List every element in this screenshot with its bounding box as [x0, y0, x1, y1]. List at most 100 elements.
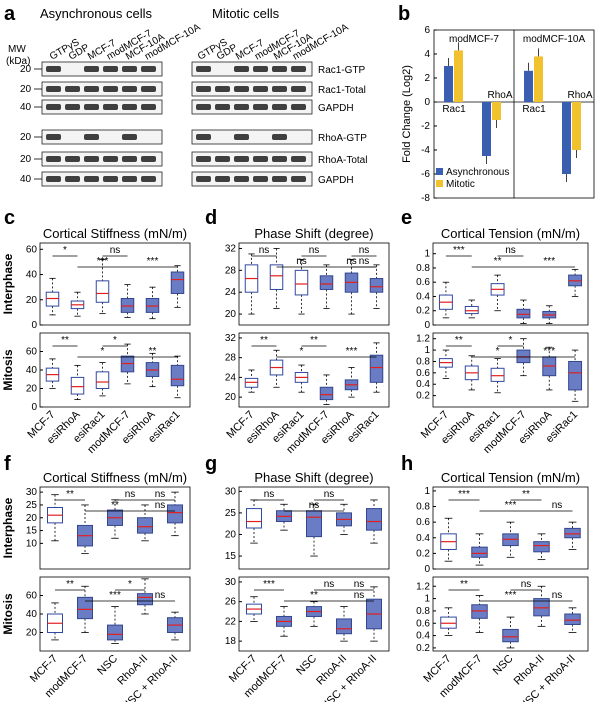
blot-band: [122, 86, 137, 92]
y-tick-label: 32: [225, 333, 237, 344]
box: [137, 593, 153, 606]
plot-frame: [238, 486, 390, 570]
box: [471, 604, 488, 619]
significance-label: *: [496, 346, 500, 357]
y-tick-label: 1: [424, 486, 430, 497]
y-tick-label: 15: [225, 551, 237, 562]
significance-label: ns: [324, 579, 335, 590]
significance-label: ns: [155, 590, 166, 601]
box: [77, 596, 93, 620]
plot-frame: [238, 332, 390, 408]
significance-label: ns: [309, 245, 320, 256]
y-tick-label: 15: [26, 526, 38, 537]
blot-header-mitotic: Mitotic cells: [212, 6, 280, 21]
box: [502, 628, 519, 643]
category-label: Rac1: [442, 104, 466, 115]
significance-label: **: [260, 335, 268, 346]
blot-band: [253, 104, 268, 110]
box: [167, 504, 183, 524]
blot-band: [215, 104, 230, 110]
significance-label: ***: [505, 500, 517, 511]
panel-letter-h: h: [401, 453, 413, 475]
y-tick-label: 22: [225, 616, 237, 627]
mw-tick: 40: [20, 102, 32, 113]
significance-label: ***: [543, 346, 555, 357]
y-tick-label: 20: [225, 529, 237, 540]
panel-b-bar-chart: -8 -6 -4 -2 0 2 4 6 Fold Change (Log2) modMCF-7 mo…: [401, 25, 595, 204]
blot-row-label: RhoA-GTP: [318, 133, 367, 144]
panel-letter-f: f: [4, 453, 11, 475]
mw-tick: 20: [20, 84, 32, 95]
y-tick-label: 30: [225, 486, 237, 497]
y-tick-label: 0.2: [416, 391, 430, 402]
significance-label: **: [149, 346, 157, 357]
blot-band: [103, 156, 118, 162]
blot-band: [196, 86, 211, 92]
significance-label: ***: [458, 489, 470, 500]
blot-band: [84, 176, 99, 182]
plot-frame: [238, 242, 390, 326]
significance-label: *: [113, 335, 117, 346]
y-tick-label: 40: [26, 609, 38, 620]
bar: [534, 56, 543, 102]
box: [306, 510, 322, 538]
y-tick-label: 26: [225, 597, 237, 608]
mw-label-unit: (kDa): [6, 56, 30, 67]
significance-label: ns: [354, 579, 365, 590]
significance-label: **: [455, 335, 463, 346]
significance-label: ns: [359, 256, 370, 267]
box: [336, 618, 352, 635]
y-tick-label: 2: [424, 73, 430, 84]
blot-band: [234, 176, 249, 182]
significance-label: ns: [155, 489, 166, 500]
blot-band: [253, 156, 268, 162]
blot-band: [196, 176, 211, 182]
plot-title: Cortical Stiffness (mN/m): [43, 226, 187, 241]
box: [246, 508, 262, 529]
blot-band: [272, 176, 287, 182]
significance-label: *: [101, 346, 105, 357]
box: [533, 541, 550, 553]
box: [294, 269, 309, 296]
category-label: NSC: [294, 653, 319, 678]
blot-row-label: GAPDH: [318, 175, 354, 186]
y-tick-label: 0.4: [416, 631, 430, 642]
y-tick-label: 0: [424, 320, 430, 331]
blot-band: [103, 104, 118, 110]
blot-band: [253, 66, 268, 72]
significance-label: ***: [263, 579, 275, 590]
bar: [454, 50, 463, 102]
blot-band: [122, 66, 137, 72]
significance-label: *: [300, 346, 304, 357]
blot-band: [196, 134, 211, 140]
plot-frame: [432, 576, 589, 652]
plot-title: Cortical Tension (mN/m): [441, 226, 580, 241]
box: [533, 598, 550, 617]
significance-label: ns: [309, 500, 320, 511]
row-label: Mitosis: [1, 593, 15, 635]
box: [319, 386, 334, 401]
blot-row-label: Rac1-Total: [318, 85, 366, 96]
blot-band: [291, 66, 306, 72]
box: [369, 354, 384, 383]
significance-label: ***: [453, 245, 465, 256]
significance-label: *: [128, 579, 132, 590]
y-axis-label: Fold Change (Log2): [401, 65, 413, 163]
y-tick-label: 0.6: [416, 277, 430, 288]
significance-label: **: [61, 335, 69, 346]
y-tick-label: 4: [424, 49, 430, 60]
blot-band: [196, 104, 211, 110]
y-tick-label: 20: [225, 392, 237, 403]
blot-band: [141, 104, 156, 110]
blot-band: [46, 66, 61, 72]
blot-strip-right: [191, 99, 313, 115]
box: [464, 305, 479, 315]
panel-letter-e: e: [401, 207, 412, 229]
panel-c-box-plot: Cortical Stiffness (mN/m) Interphase 0 20 40…: [1, 226, 191, 456]
blot-band: [103, 86, 118, 92]
y-tick-label: 28: [225, 265, 237, 276]
blot-row-label: GAPDH: [318, 103, 354, 114]
significance-label: ns: [125, 489, 136, 500]
blot-band: [215, 86, 230, 92]
